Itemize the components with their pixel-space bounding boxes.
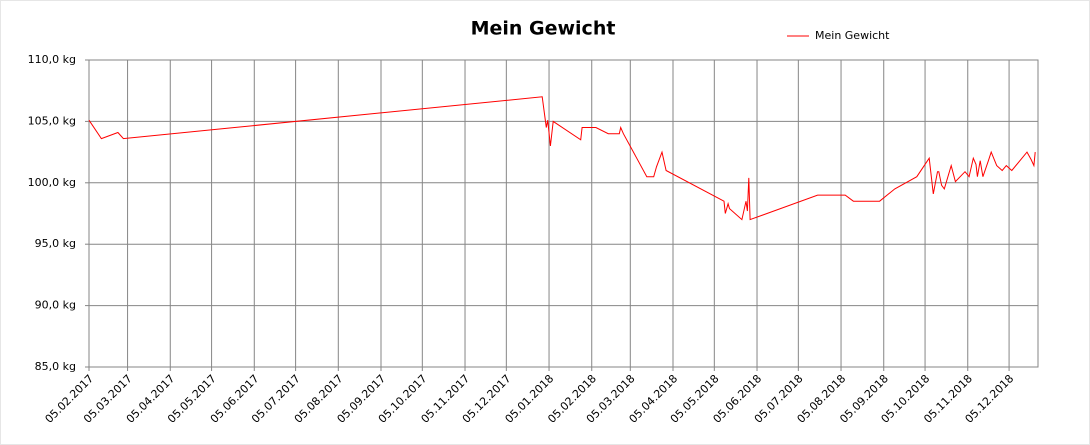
y-tick-label: 90,0 kg bbox=[35, 299, 76, 312]
legend-label: Mein Gewicht bbox=[815, 29, 890, 42]
y-tick-label: 110,0 kg bbox=[28, 53, 76, 66]
plot-border bbox=[88, 59, 1039, 368]
data-line bbox=[88, 96, 1036, 221]
y-tick-label: 85,0 kg bbox=[35, 360, 76, 373]
y-tick-label: 95,0 kg bbox=[35, 237, 76, 250]
y-tick-label: 100,0 kg bbox=[28, 176, 76, 189]
chart-title: Mein Gewicht bbox=[471, 18, 616, 40]
y-tick-label: 105,0 kg bbox=[28, 114, 76, 127]
